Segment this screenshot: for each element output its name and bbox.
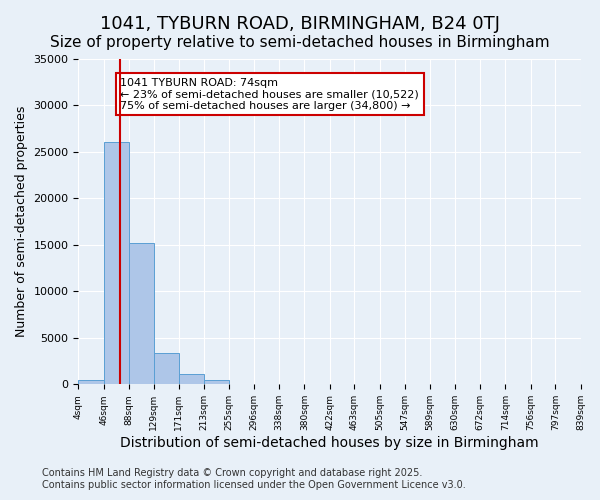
Bar: [129, 243, 154, 384]
Text: Size of property relative to semi-detached houses in Birmingham: Size of property relative to semi-detach…: [50, 35, 550, 50]
Bar: [179, 374, 204, 384]
X-axis label: Distribution of semi-detached houses by size in Birmingham: Distribution of semi-detached houses by …: [120, 436, 539, 450]
Text: 1041, TYBURN ROAD, BIRMINGHAM, B24 0TJ: 1041, TYBURN ROAD, BIRMINGHAM, B24 0TJ: [100, 15, 500, 33]
Text: Contains HM Land Registry data © Crown copyright and database right 2025.
Contai: Contains HM Land Registry data © Crown c…: [42, 468, 466, 490]
Y-axis label: Number of semi-detached properties: Number of semi-detached properties: [15, 106, 28, 338]
Bar: [154, 352, 179, 384]
Bar: [79, 380, 104, 384]
Bar: [104, 142, 129, 384]
Text: 1041 TYBURN ROAD: 74sqm
← 23% of semi-detached houses are smaller (10,522)
75% o: 1041 TYBURN ROAD: 74sqm ← 23% of semi-de…: [121, 78, 419, 111]
Bar: [204, 380, 229, 384]
